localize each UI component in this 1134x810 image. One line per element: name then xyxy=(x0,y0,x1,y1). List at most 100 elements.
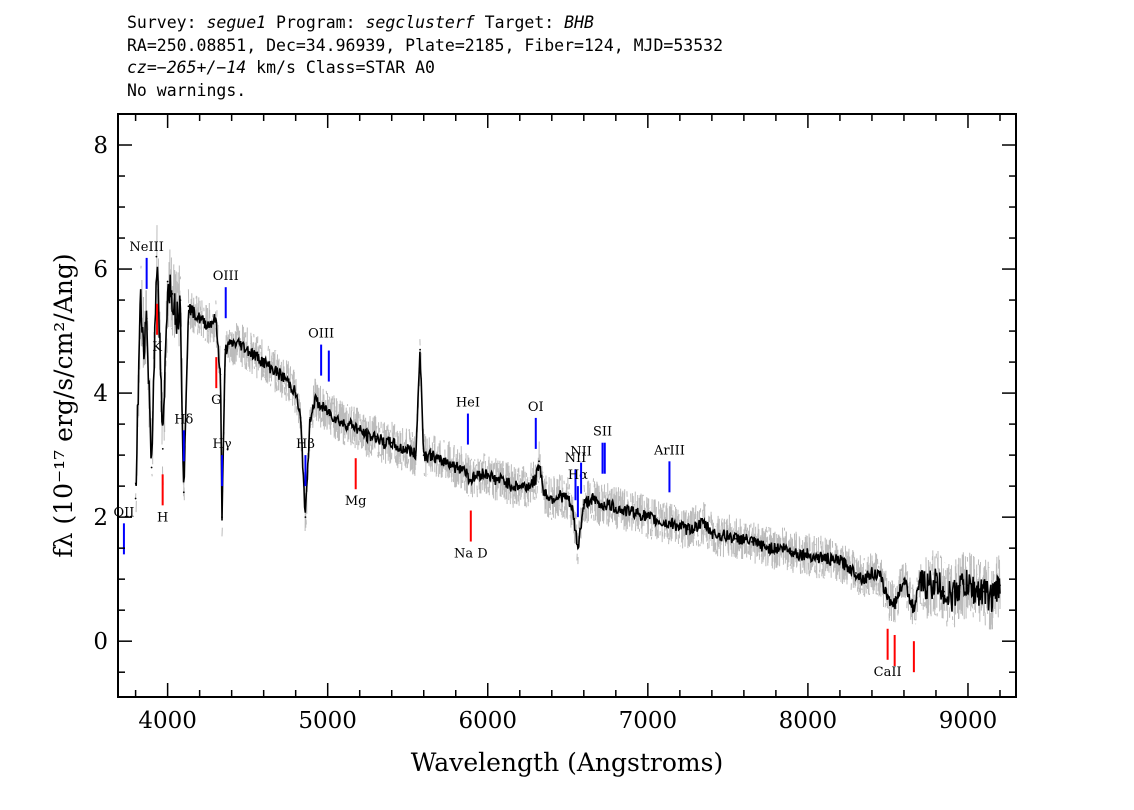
flux-point xyxy=(438,460,441,463)
flux-point xyxy=(366,435,369,438)
flux-point xyxy=(134,497,137,500)
flux-point xyxy=(566,497,569,500)
spectral-line-label: Hδ xyxy=(174,412,193,427)
flux-point xyxy=(534,479,537,481)
flux-point xyxy=(314,398,316,401)
y-axis: 0 2 4 6 8 xyxy=(93,113,1016,673)
flux-point xyxy=(847,565,849,568)
flux-point xyxy=(727,534,729,537)
flux-point xyxy=(192,311,195,314)
program-value: segclusterf xyxy=(365,13,475,32)
flux-point xyxy=(999,584,1001,587)
flux-point xyxy=(158,336,161,339)
flux-point xyxy=(975,590,977,593)
flux-point xyxy=(943,590,945,593)
cz-value: cz=−265+/−14 xyxy=(127,58,247,77)
flux-point xyxy=(182,491,185,494)
flux-point xyxy=(807,553,809,556)
flux-point xyxy=(871,572,873,574)
flux-point xyxy=(224,348,227,351)
flux-point xyxy=(358,429,361,432)
flux-point xyxy=(214,317,217,320)
flux-point xyxy=(558,494,561,497)
flux-point xyxy=(254,355,257,357)
flux-point xyxy=(879,575,881,577)
flux-point xyxy=(206,324,209,326)
spectral-line-label: ArIII xyxy=(653,443,685,458)
flux-point xyxy=(919,581,921,584)
spectral-line-label: NeIII xyxy=(129,240,163,255)
flux-point xyxy=(654,519,657,522)
spectral-line-label: CaII xyxy=(874,665,902,680)
y-tick-label: 4 xyxy=(93,381,108,407)
flux-point xyxy=(791,550,793,553)
flux-point xyxy=(342,423,345,425)
flux-point xyxy=(478,472,481,475)
flux-point xyxy=(590,497,593,500)
x-tick-label: 7000 xyxy=(619,708,678,734)
y-tick-label: 8 xyxy=(93,133,108,159)
x-tick-label: 4000 xyxy=(138,708,197,734)
flux-point xyxy=(538,460,540,463)
x-tick-label: 6000 xyxy=(458,708,517,734)
flux-point xyxy=(687,528,689,531)
flux-point xyxy=(198,317,201,320)
flux-point xyxy=(886,596,889,599)
flux-point xyxy=(318,404,321,407)
flux-point xyxy=(176,317,179,320)
flux-point xyxy=(582,503,585,506)
x-axis-title: Wavelength (Angstroms) xyxy=(411,748,723,777)
flux-point xyxy=(238,342,241,345)
flux-point xyxy=(334,417,337,419)
flux-point xyxy=(679,525,681,528)
flux-point xyxy=(638,513,641,515)
spectral-line-label: Hβ xyxy=(296,437,315,452)
flux-point xyxy=(139,299,142,301)
spectral-line-label: Hγ xyxy=(212,437,231,452)
flux-point xyxy=(935,581,937,584)
flux-point xyxy=(486,472,489,475)
spectral-line-label: NII xyxy=(565,451,587,466)
flux-point xyxy=(278,373,281,376)
flux-point xyxy=(510,485,513,487)
spectral-line-label: NII xyxy=(570,445,592,460)
flux-point xyxy=(304,516,307,518)
flux-point xyxy=(422,454,425,456)
spectral-line-label: Mg xyxy=(345,494,367,509)
header-line-coordinates: RA=250.08851, Dec=34.96939, Plate=2185, … xyxy=(127,35,724,55)
flux-point xyxy=(839,559,841,562)
flux-point xyxy=(959,584,961,587)
spectrum-header: Survey: segue1 Program: segclusterf Targ… xyxy=(127,12,723,102)
x-tick-label: 5000 xyxy=(298,708,357,734)
flux-point xyxy=(462,466,465,469)
flux-point xyxy=(735,537,737,540)
flux-point xyxy=(630,510,633,512)
flux-point xyxy=(326,410,329,413)
spectral-line-label: OII xyxy=(113,505,134,520)
flux-point xyxy=(815,556,817,559)
y-axis-title: fλ (10⁻¹⁷ erg/s/cm²/Ang) xyxy=(49,253,78,557)
flux-point xyxy=(518,485,521,487)
error-band-path xyxy=(135,225,1001,630)
flux-point xyxy=(502,479,505,481)
flux-point xyxy=(743,537,745,540)
flux-point xyxy=(927,584,929,587)
survey-value: segue1 xyxy=(206,13,267,32)
flux-point xyxy=(767,547,769,549)
flux-point xyxy=(863,578,865,581)
flux-point xyxy=(390,441,393,444)
class-value: km/s Class=STAR A0 xyxy=(246,58,435,77)
spectral-line-label: Na D xyxy=(454,547,488,562)
header-line-redshift: cz=−265+/−14 km/s Class=STAR A0 xyxy=(127,57,723,80)
flux-point xyxy=(382,441,385,444)
flux-point xyxy=(577,547,579,549)
flux-point xyxy=(622,510,625,512)
y-tick-label: 0 xyxy=(93,629,108,655)
spectral-line-label: OIII xyxy=(213,269,239,284)
flux-point xyxy=(662,522,665,525)
flux-point xyxy=(398,448,401,450)
flux-point xyxy=(614,506,617,509)
flux-point xyxy=(670,522,673,525)
spectral-line-label: H xyxy=(157,510,168,525)
